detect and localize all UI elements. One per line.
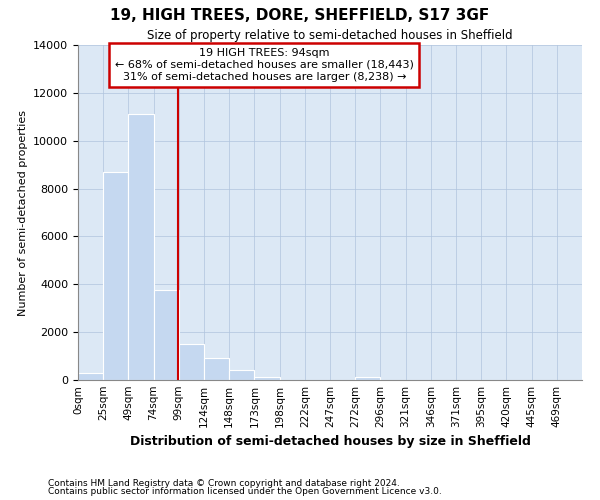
Text: 19, HIGH TREES, DORE, SHEFFIELD, S17 3GF: 19, HIGH TREES, DORE, SHEFFIELD, S17 3GF bbox=[110, 8, 490, 22]
Bar bbox=[254, 377, 280, 380]
Bar bbox=[103, 172, 128, 380]
Text: Contains public sector information licensed under the Open Government Licence v3: Contains public sector information licen… bbox=[48, 487, 442, 496]
Bar bbox=[229, 370, 254, 380]
Bar bbox=[355, 377, 380, 380]
Text: Contains HM Land Registry data © Crown copyright and database right 2024.: Contains HM Land Registry data © Crown c… bbox=[48, 478, 400, 488]
Y-axis label: Number of semi-detached properties: Number of semi-detached properties bbox=[17, 110, 28, 316]
Title: Size of property relative to semi-detached houses in Sheffield: Size of property relative to semi-detach… bbox=[147, 30, 513, 43]
Text: 19 HIGH TREES: 94sqm
← 68% of semi-detached houses are smaller (18,443)
31% of s: 19 HIGH TREES: 94sqm ← 68% of semi-detac… bbox=[115, 48, 414, 82]
Bar bbox=[78, 373, 103, 380]
X-axis label: Distribution of semi-detached houses by size in Sheffield: Distribution of semi-detached houses by … bbox=[130, 436, 530, 448]
Bar bbox=[154, 290, 179, 380]
Bar bbox=[179, 344, 204, 380]
Bar bbox=[204, 358, 229, 380]
Bar bbox=[128, 114, 154, 380]
